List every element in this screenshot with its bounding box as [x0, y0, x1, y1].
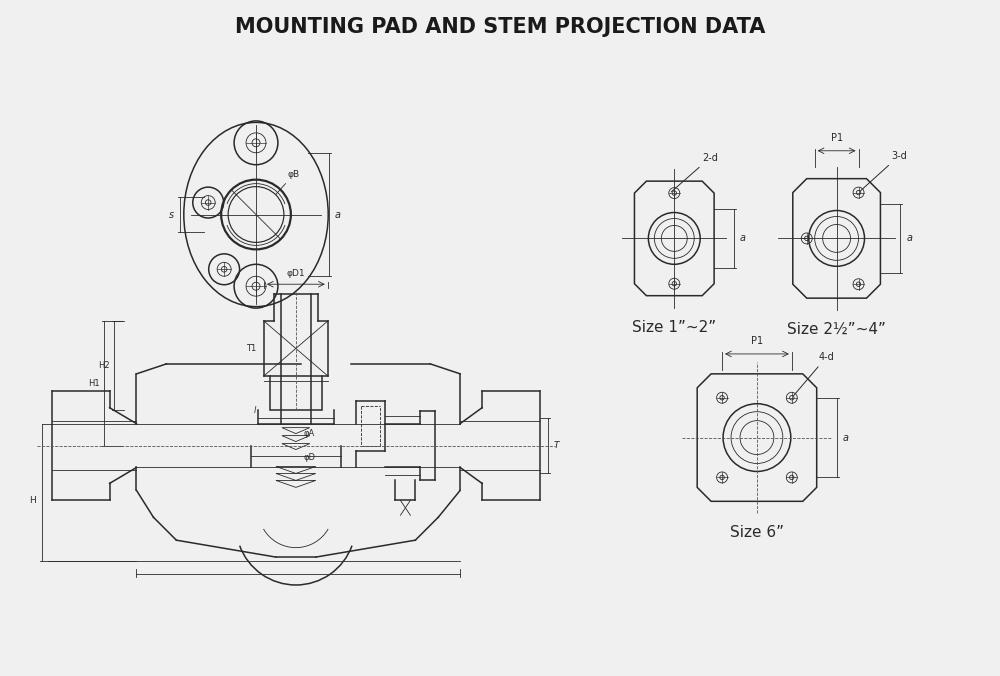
Text: MOUNTING PAD AND STEM PROJECTION DATA: MOUNTING PAD AND STEM PROJECTION DATA	[235, 18, 765, 37]
Text: a: a	[335, 210, 341, 220]
Text: H: H	[29, 496, 36, 505]
Text: 4-d: 4-d	[794, 352, 834, 395]
Text: s: s	[169, 210, 174, 220]
Text: H2: H2	[98, 361, 110, 370]
Text: P1: P1	[751, 336, 763, 346]
Text: 3-d: 3-d	[861, 151, 907, 191]
Text: Size 1”~2”: Size 1”~2”	[632, 320, 716, 335]
Text: a: a	[843, 433, 849, 443]
Text: φB: φB	[276, 170, 300, 195]
Text: φA: φA	[304, 429, 315, 438]
Text: P1: P1	[831, 132, 843, 143]
Text: l: l	[254, 406, 256, 415]
Text: H1: H1	[88, 379, 100, 388]
Text: Size 2½”~4”: Size 2½”~4”	[787, 322, 886, 337]
Text: φD1: φD1	[287, 269, 305, 279]
Text: T: T	[554, 441, 559, 450]
Text: T1: T1	[246, 344, 256, 353]
Text: φD: φD	[304, 453, 316, 462]
Text: a: a	[906, 233, 912, 243]
Text: a: a	[740, 233, 746, 243]
Text: Size 6”: Size 6”	[730, 525, 784, 540]
Text: 2-d: 2-d	[671, 153, 718, 192]
